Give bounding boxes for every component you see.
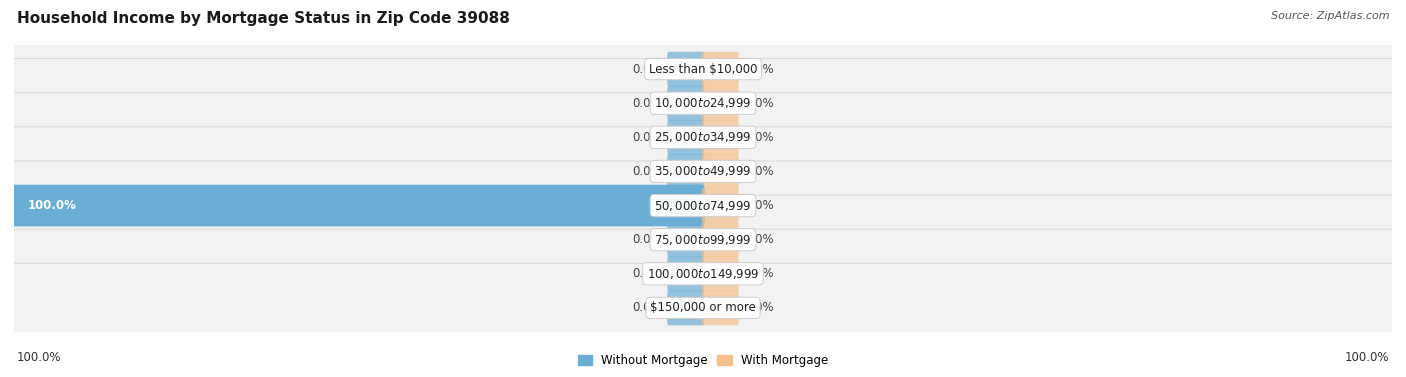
- Text: 0.0%: 0.0%: [633, 63, 662, 76]
- FancyBboxPatch shape: [702, 256, 738, 291]
- Text: 0.0%: 0.0%: [633, 97, 662, 110]
- Text: $75,000 to $99,999: $75,000 to $99,999: [654, 233, 752, 247]
- Text: Less than $10,000: Less than $10,000: [648, 63, 758, 76]
- FancyBboxPatch shape: [702, 86, 738, 121]
- Text: 0.0%: 0.0%: [633, 165, 662, 178]
- FancyBboxPatch shape: [668, 291, 704, 325]
- FancyBboxPatch shape: [668, 222, 704, 257]
- Text: 0.0%: 0.0%: [744, 301, 773, 314]
- Text: 0.0%: 0.0%: [744, 199, 773, 212]
- FancyBboxPatch shape: [11, 195, 1395, 284]
- FancyBboxPatch shape: [702, 120, 738, 155]
- FancyBboxPatch shape: [668, 86, 704, 121]
- FancyBboxPatch shape: [11, 59, 1395, 148]
- Legend: Without Mortgage, With Mortgage: Without Mortgage, With Mortgage: [574, 349, 832, 372]
- Text: 100.0%: 100.0%: [17, 351, 62, 364]
- Text: 100.0%: 100.0%: [1344, 351, 1389, 364]
- FancyBboxPatch shape: [11, 25, 1395, 113]
- FancyBboxPatch shape: [668, 256, 704, 291]
- FancyBboxPatch shape: [668, 154, 704, 189]
- FancyBboxPatch shape: [702, 188, 738, 223]
- FancyBboxPatch shape: [11, 264, 1395, 352]
- Text: 0.0%: 0.0%: [744, 131, 773, 144]
- Text: 100.0%: 100.0%: [28, 199, 77, 212]
- Text: 0.0%: 0.0%: [744, 233, 773, 246]
- FancyBboxPatch shape: [11, 127, 1395, 216]
- Text: Source: ZipAtlas.com: Source: ZipAtlas.com: [1271, 11, 1389, 21]
- Text: 0.0%: 0.0%: [744, 267, 773, 280]
- FancyBboxPatch shape: [702, 222, 738, 257]
- Text: Household Income by Mortgage Status in Zip Code 39088: Household Income by Mortgage Status in Z…: [17, 11, 510, 26]
- Text: 0.0%: 0.0%: [744, 63, 773, 76]
- FancyBboxPatch shape: [11, 229, 1395, 318]
- FancyBboxPatch shape: [11, 161, 1395, 250]
- Text: 0.0%: 0.0%: [633, 131, 662, 144]
- Text: 0.0%: 0.0%: [633, 301, 662, 314]
- FancyBboxPatch shape: [702, 154, 738, 189]
- Text: 0.0%: 0.0%: [744, 97, 773, 110]
- Text: $35,000 to $49,999: $35,000 to $49,999: [654, 164, 752, 178]
- Text: $100,000 to $149,999: $100,000 to $149,999: [647, 267, 759, 281]
- Text: $150,000 or more: $150,000 or more: [650, 301, 756, 314]
- Text: 0.0%: 0.0%: [744, 165, 773, 178]
- Text: 0.0%: 0.0%: [633, 233, 662, 246]
- FancyBboxPatch shape: [13, 185, 704, 226]
- FancyBboxPatch shape: [702, 52, 738, 86]
- Text: $50,000 to $74,999: $50,000 to $74,999: [654, 199, 752, 213]
- FancyBboxPatch shape: [668, 120, 704, 155]
- Text: $10,000 to $24,999: $10,000 to $24,999: [654, 96, 752, 110]
- FancyBboxPatch shape: [668, 52, 704, 86]
- Text: $25,000 to $34,999: $25,000 to $34,999: [654, 130, 752, 144]
- FancyBboxPatch shape: [702, 291, 738, 325]
- Text: 0.0%: 0.0%: [633, 267, 662, 280]
- FancyBboxPatch shape: [11, 93, 1395, 182]
